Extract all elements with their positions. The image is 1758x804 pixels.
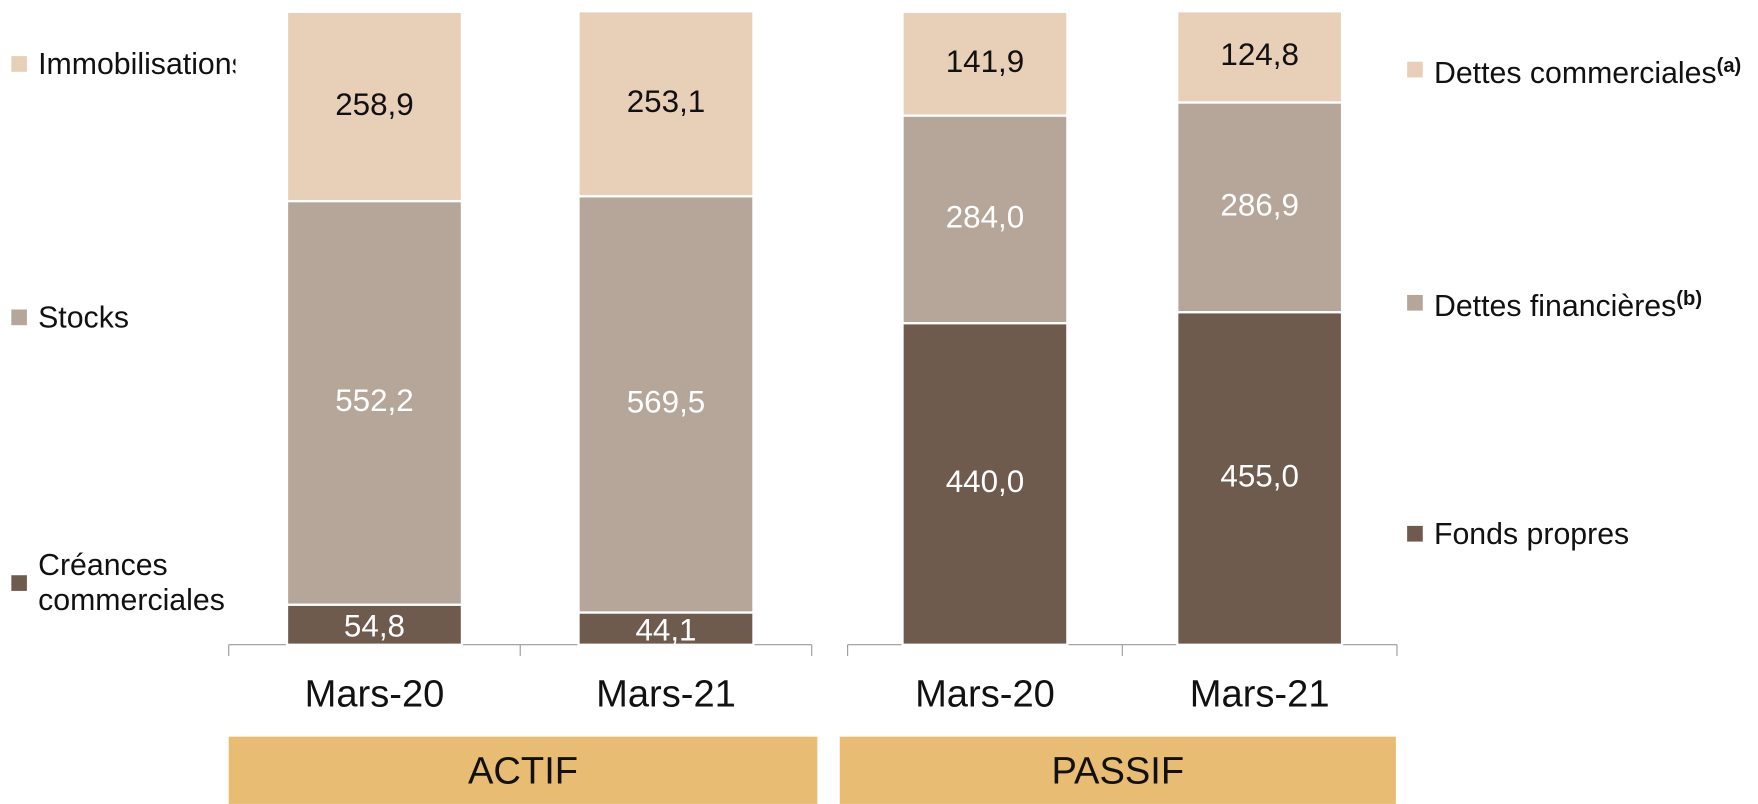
legend-text: Fonds propres — [1433, 516, 1630, 550]
legend-text: Immobilisations — [38, 46, 236, 81]
bar-segment — [285, 603, 464, 646]
data-label: 253,1 — [627, 84, 706, 119]
legend-footnote: (b) — [1676, 287, 1703, 310]
legend-entry: Immobilisations — [11, 19, 235, 109]
bar-segment — [285, 10, 464, 203]
legend-swatch — [1407, 294, 1423, 311]
legend-swatch — [1407, 61, 1423, 78]
x-tick-label: Mars-21 — [1190, 673, 1330, 715]
section-band — [839, 736, 1396, 804]
data-label: 54,8 — [344, 608, 405, 643]
legend-entry: Stocks — [11, 273, 235, 363]
bar-segment — [577, 195, 755, 614]
x-tick-label: Mars-20 — [305, 673, 445, 715]
legend-entry: Dettes financières(b) — [1407, 258, 1755, 348]
legend-entry: Créances commerciales — [11, 538, 235, 628]
legend-entry: Dettes commerciales(a) — [1407, 25, 1755, 115]
legend-text: Dettes commerciales — [1433, 56, 1717, 90]
legend-label: Fonds propres — [1434, 516, 1629, 551]
bar-segment — [577, 611, 755, 646]
legend-text: Stocks — [38, 299, 129, 334]
bar-segment — [1176, 101, 1344, 314]
legend-item: Stocks — [11, 273, 235, 363]
legend-item: Dettes financières(b) — [1407, 258, 1755, 348]
data-label: 286,9 — [1220, 188, 1299, 223]
section-label: PASSIF — [1051, 751, 1184, 793]
bar-segment — [1176, 10, 1344, 104]
bar-segment — [577, 10, 755, 198]
legend-text: Dettes financières — [1433, 289, 1677, 323]
legend-label: Dettes commerciales(a) — [1434, 48, 1741, 91]
bar-segment — [901, 10, 1069, 117]
data-label: 440,0 — [946, 464, 1025, 499]
x-tick-label: Mars-21 — [596, 673, 736, 715]
legend-item: Immobilisations — [11, 19, 235, 109]
legend-text: Créances commerciales — [38, 548, 225, 617]
legend-footnote: (a) — [1716, 53, 1742, 77]
data-label: 141,9 — [946, 44, 1025, 79]
data-label: 455,0 — [1220, 459, 1299, 494]
legend-item: Créances commerciales — [11, 538, 235, 628]
legend-swatch — [11, 56, 27, 72]
legend-swatch — [1407, 525, 1423, 542]
data-label: 552,2 — [335, 383, 414, 418]
legend-label: Dettes financières(b) — [1434, 281, 1702, 324]
legend-item: Fonds propres — [1407, 489, 1755, 579]
data-label: 258,9 — [335, 87, 414, 122]
data-label: 569,5 — [627, 385, 706, 420]
bar-segment — [1176, 311, 1344, 646]
data-label: 284,0 — [946, 200, 1025, 235]
legend-swatch — [11, 309, 27, 326]
legend-entry: Fonds propres — [1407, 489, 1755, 579]
bar-segment — [901, 114, 1069, 325]
data-label: 44,1 — [635, 612, 696, 647]
section-band — [228, 736, 818, 804]
legend-label: Stocks — [38, 300, 129, 335]
section-label: ACTIF — [468, 751, 578, 793]
bar-segment — [285, 199, 464, 606]
legend-label: Immobilisations — [38, 47, 235, 82]
legend-swatch — [11, 575, 27, 591]
legend-item: Dettes commerciales(a) — [1407, 25, 1755, 115]
x-tick-label: Mars-20 — [915, 673, 1055, 715]
bar-segment — [901, 322, 1069, 646]
data-label: 124,8 — [1220, 37, 1299, 72]
legend-label: Créances commerciales — [38, 548, 235, 618]
